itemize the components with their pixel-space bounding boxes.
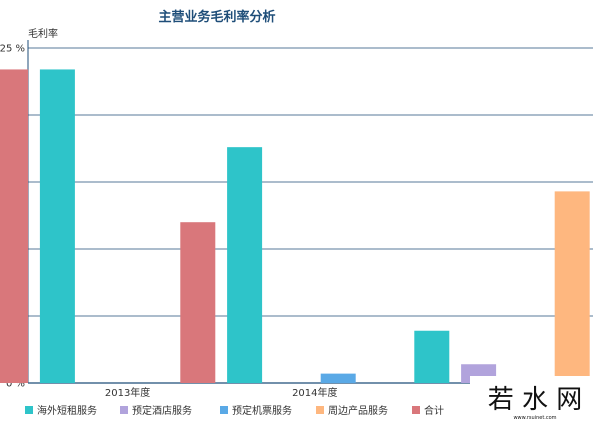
bar-合计 bbox=[180, 222, 216, 383]
chart-title: 主营业务毛利率分析 bbox=[158, 9, 275, 25]
bar-海外短租服务 bbox=[414, 330, 450, 383]
bar-海外短租服务 bbox=[227, 147, 263, 383]
watermark: 若 水 网 www.rsuinet.com bbox=[470, 376, 600, 423]
bar-周边产品服务 bbox=[554, 191, 590, 383]
legend-swatch bbox=[316, 406, 324, 414]
gridlines bbox=[27, 40, 593, 384]
legend: 海外短租服务 预定酒店服务 预定机票服务 周边产品服务 合计 bbox=[25, 404, 444, 417]
legend-swatch bbox=[412, 406, 420, 414]
x-axis-ticks: 2013年度 2014年度 bbox=[105, 386, 338, 399]
x-tick-label: 2014年度 bbox=[292, 386, 337, 399]
y-axis-title: 毛利率 bbox=[28, 27, 58, 40]
bar-海外短租服务 bbox=[39, 69, 75, 383]
x-tick-label: 2013年度 bbox=[105, 386, 150, 399]
legend-entry: 海外短租服务 bbox=[37, 404, 97, 417]
legend-entry: 预定机票服务 bbox=[232, 404, 292, 417]
watermark-subtext: www.rsuinet.com bbox=[513, 415, 556, 421]
legend-entry: 预定酒店服务 bbox=[132, 404, 192, 417]
bar-预定机票服务 bbox=[320, 373, 356, 383]
legend-entry: 周边产品服务 bbox=[328, 404, 388, 417]
y-tick-label: 0 % bbox=[6, 379, 25, 390]
watermark-text: 若 水 网 bbox=[488, 385, 583, 415]
bar-合计 bbox=[0, 69, 29, 383]
legend-swatch bbox=[25, 406, 33, 414]
legend-swatch bbox=[120, 406, 128, 414]
legend-swatch bbox=[220, 406, 228, 414]
bars bbox=[0, 69, 590, 383]
watermark-background bbox=[470, 376, 600, 423]
y-tick-label: 25 % bbox=[0, 44, 25, 55]
legend-entry: 合计 bbox=[424, 404, 444, 417]
